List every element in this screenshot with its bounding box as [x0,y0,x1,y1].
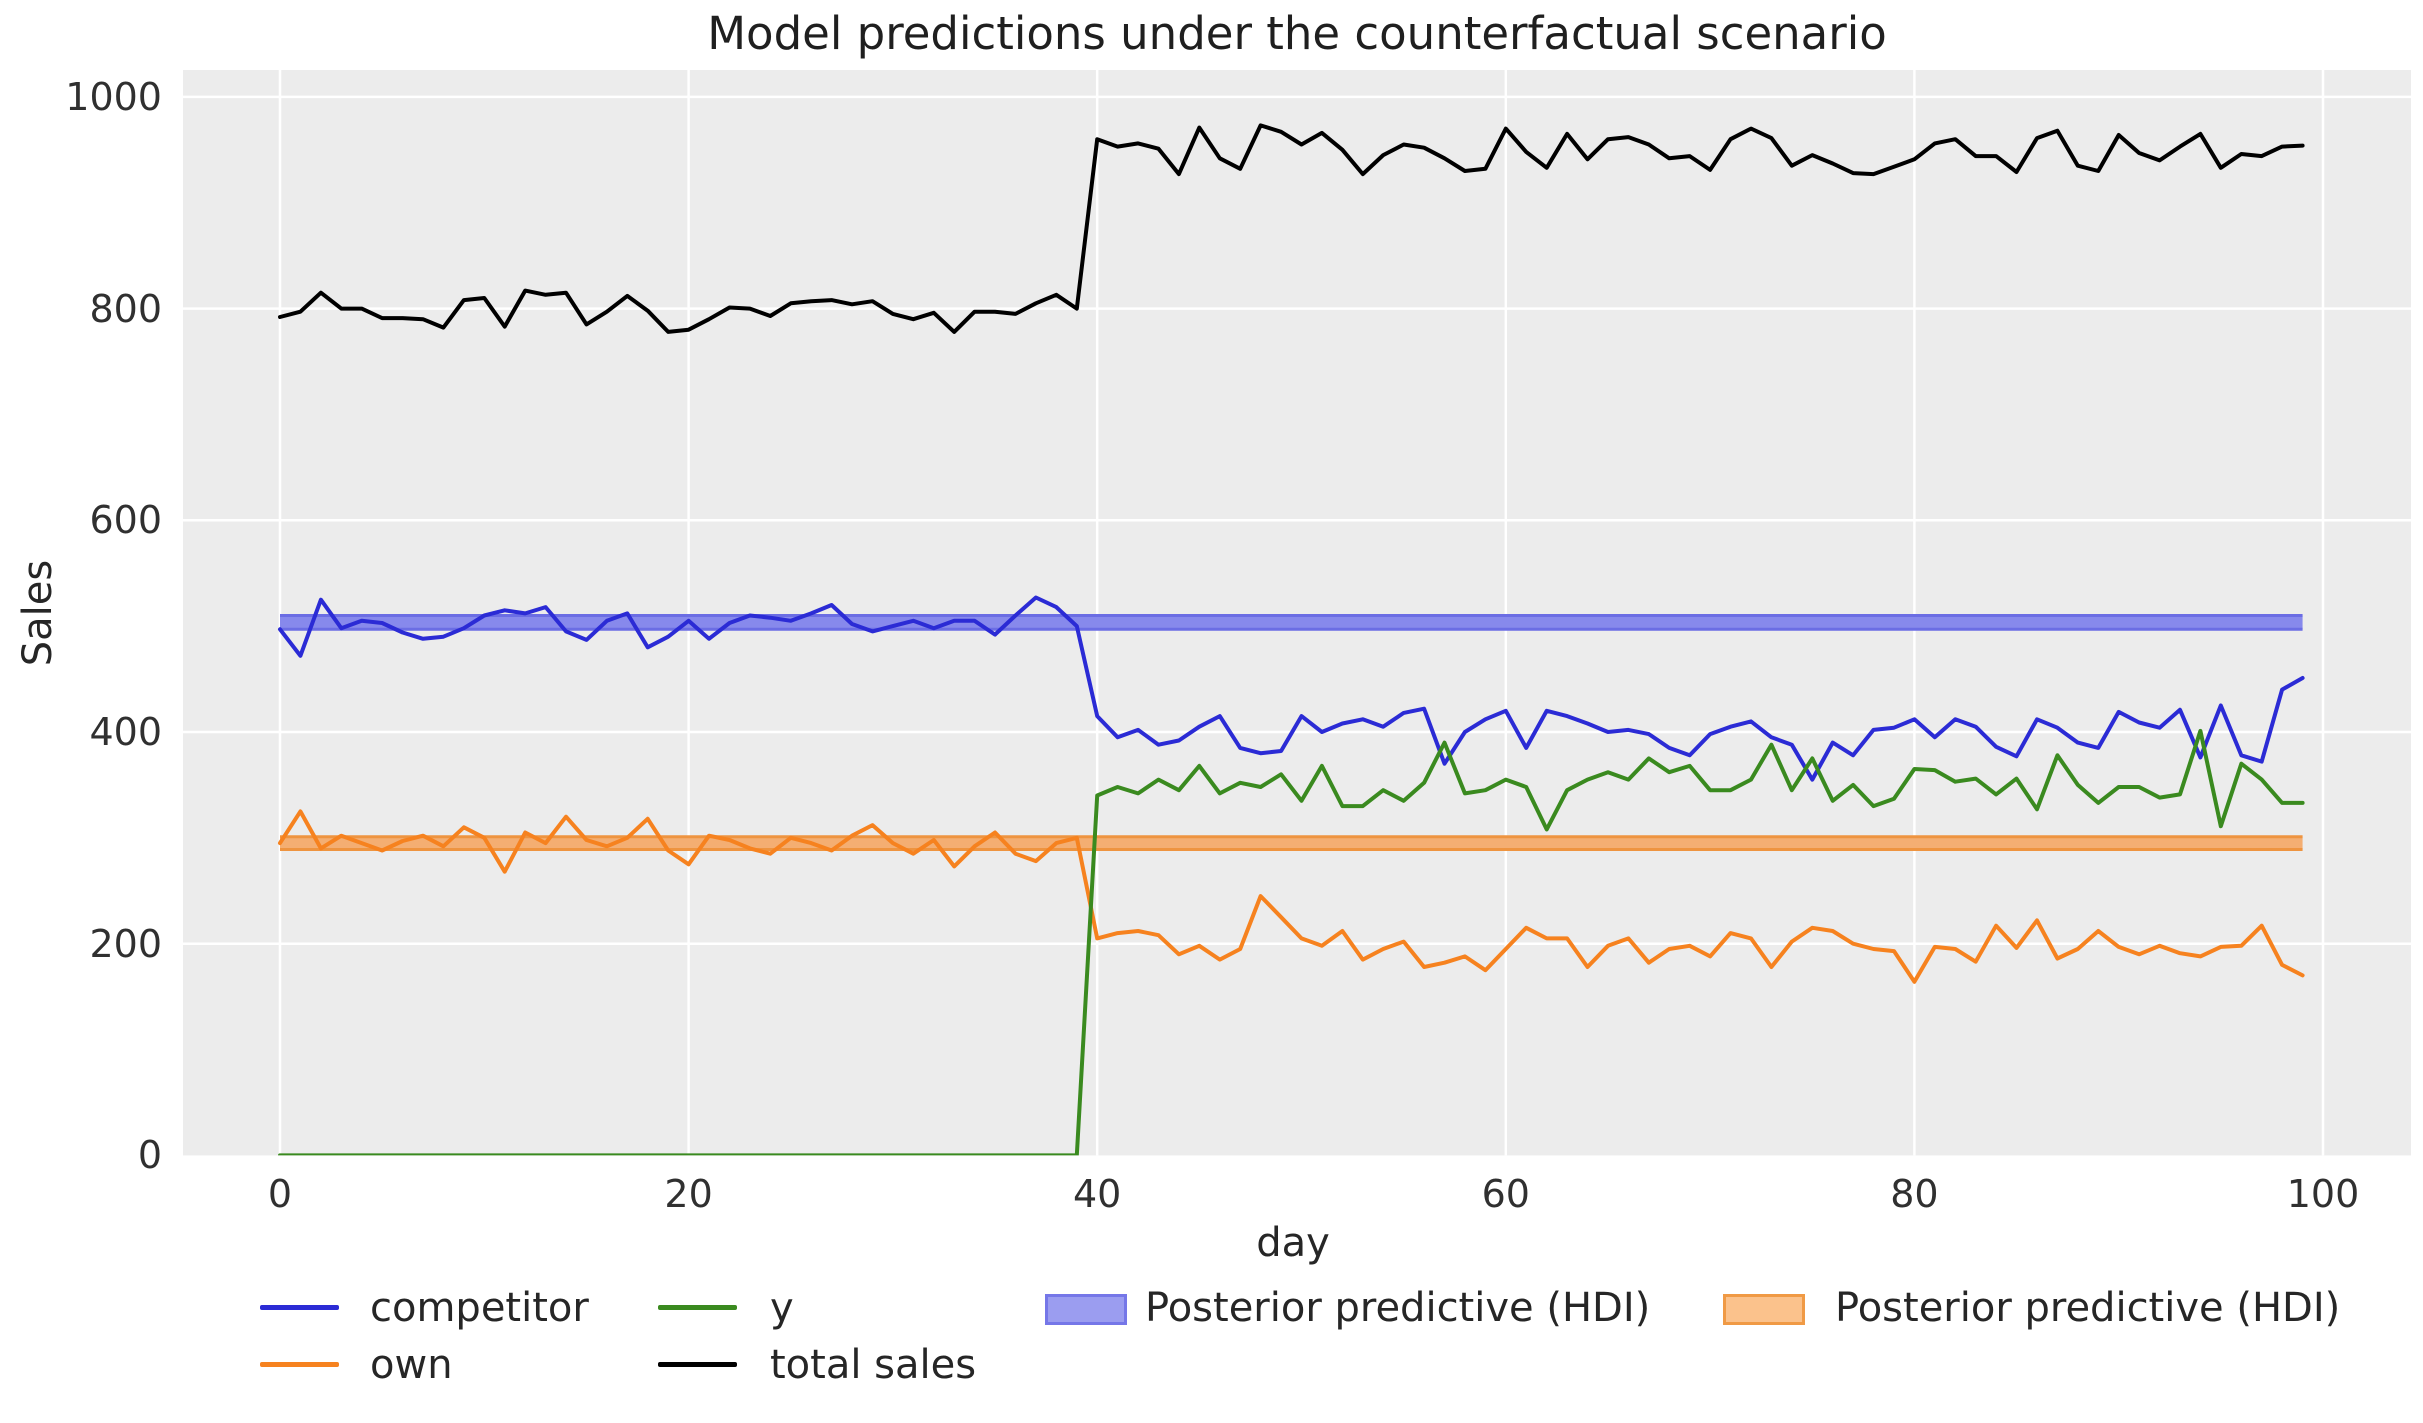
legend-swatch-own [260,1362,339,1367]
series-line-own [278,809,2305,984]
legend-label-hdi-orange: Posterior predictive (HDI) [1835,1285,2341,1331]
y-tick-label: 0 [137,1133,162,1178]
legend-label-y: y [770,1285,794,1331]
series-line-y [278,728,2305,1156]
x-tick-label: 40 [1073,1172,1122,1216]
y-tick-label: 600 [89,498,162,543]
x-tick-label: 80 [1890,1172,1939,1216]
legend-patch-hdi-orange [1723,1294,1805,1325]
plot-background [183,70,2411,1156]
y-tick-label: 1000 [65,74,162,119]
y-tick-label: 400 [89,709,162,754]
x-tick-label: 0 [267,1172,293,1216]
chart-title: Model predictions under the counterfactu… [707,7,1887,60]
legend-label-own: own [370,1342,453,1388]
legend-patch-hdi-blue [1045,1294,1127,1325]
x-axis-label: day [1256,1220,1330,1266]
legend-swatch-competitor [260,1305,339,1310]
series-line-competitor [278,595,2305,782]
legend-label-total-sales: total sales [770,1342,977,1388]
y-axis-label: Sales [15,559,61,667]
x-tick-label: 100 [2286,1172,2360,1216]
y-tick-label: 800 [89,286,162,331]
legend-swatch-total-sales [658,1362,737,1367]
legend-swatch-y [658,1305,737,1310]
hdi-band [280,615,2303,630]
series-line-total-sales [278,123,2305,334]
y-tick-label: 200 [89,921,162,966]
x-tick-label: 60 [1481,1172,1530,1216]
x-tick-label: 20 [664,1172,713,1216]
legend-label-competitor: competitor [370,1285,589,1331]
legend-label-hdi-blue: Posterior predictive (HDI) [1145,1285,1651,1331]
